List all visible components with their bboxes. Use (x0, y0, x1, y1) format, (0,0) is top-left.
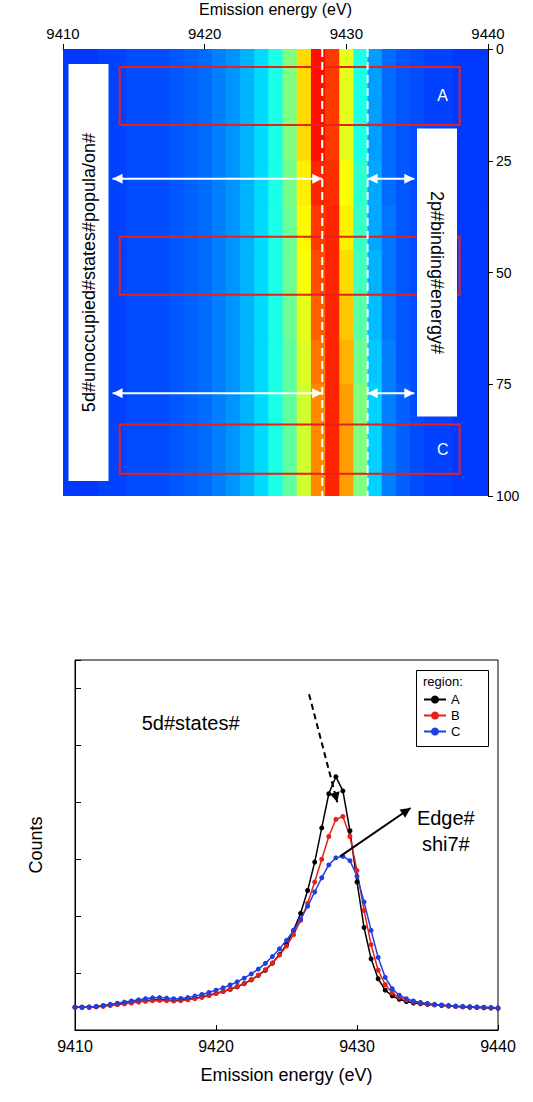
svg-text:9430: 9430 (339, 1038, 375, 1055)
svg-text:9430: 9430 (330, 25, 363, 42)
svg-text:A: A (451, 692, 460, 707)
svg-text:9440: 9440 (480, 1038, 516, 1055)
svg-text:B: B (451, 708, 460, 723)
svg-text:5d#unoccupied#states#popula/on: 5d#unoccupied#states#popula/on# (79, 133, 99, 412)
svg-text:0: 0 (496, 41, 504, 57)
svg-text:75: 75 (496, 376, 512, 392)
svg-text:25: 25 (496, 153, 512, 169)
svg-text:9420: 9420 (188, 25, 221, 42)
svg-text:9410: 9410 (46, 25, 79, 42)
svg-text:2p#binding#energy#: 2p#binding#energy# (427, 191, 447, 354)
svg-text:region:: region: (423, 674, 463, 689)
svg-text:9410: 9410 (57, 1038, 93, 1055)
svg-text:shi7#: shi7# (422, 833, 471, 855)
svg-text:Emission energy (eV): Emission energy (eV) (200, 1065, 372, 1085)
svg-text:A: A (437, 87, 448, 104)
svg-text:9440: 9440 (471, 25, 504, 42)
svg-text:50: 50 (496, 265, 512, 281)
svg-text:5d#states#: 5d#states# (142, 712, 241, 734)
svg-text:C: C (451, 724, 460, 739)
svg-text:100: 100 (496, 488, 520, 504)
svg-text:Counts: Counts (26, 816, 46, 873)
svg-text:9420: 9420 (198, 1038, 234, 1055)
svg-text:Emission energy (eV): Emission energy (eV) (199, 1, 352, 18)
svg-text:C: C (437, 441, 449, 458)
svg-text:Edge#: Edge# (417, 807, 476, 829)
